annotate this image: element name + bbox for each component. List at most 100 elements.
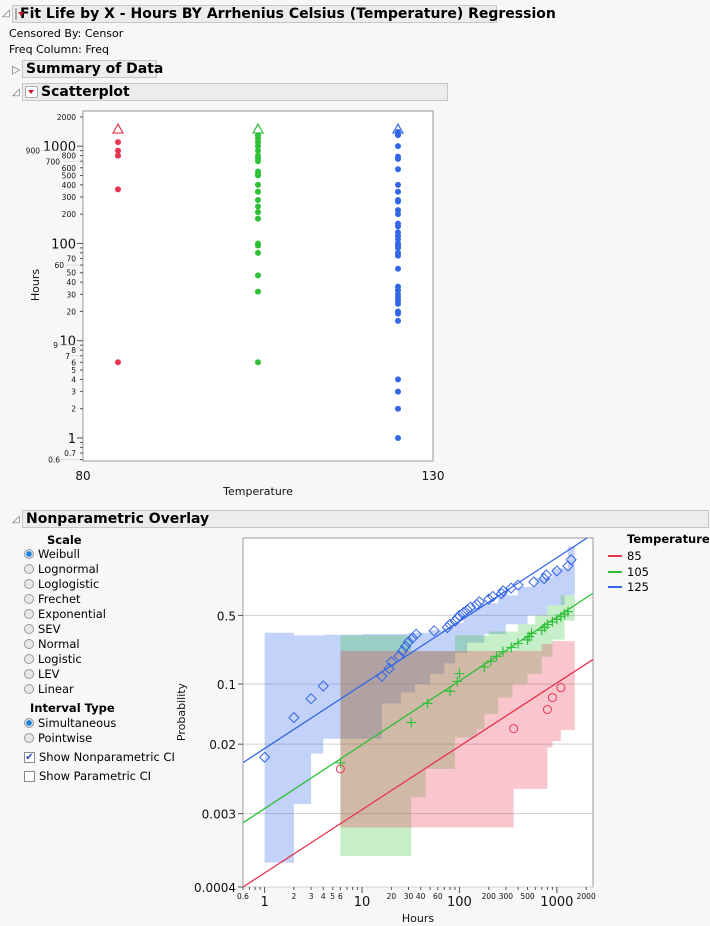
scatterplot-header[interactable]: Scatterplot <box>22 83 448 101</box>
radio-exponential[interactable]: Exponential <box>24 607 106 621</box>
radio-label: Pointwise <box>38 731 93 745</box>
radio-pointwise[interactable]: Pointwise <box>24 731 92 745</box>
radio-icon[interactable] <box>24 718 34 728</box>
report-title-bar[interactable]: Fit Life by X - Hours BY Arrhenius Celsi… <box>12 5 556 23</box>
radio-lognormal[interactable]: Lognormal <box>24 562 99 576</box>
checkbox-icon[interactable] <box>24 770 35 782</box>
disclosure-closed-icon[interactable]: ▷ <box>12 63 21 76</box>
disclosure-open-icon[interactable]: ◿ <box>2 8 10 19</box>
checkbox-icon[interactable]: ✔ <box>24 751 35 763</box>
x-tick-label: 200 <box>482 892 497 901</box>
radio-linear[interactable]: Linear <box>24 682 74 696</box>
disclosure-open-icon[interactable]: ◿ <box>12 87 20 98</box>
data-point <box>395 220 401 227</box>
data-point <box>506 642 517 653</box>
radio-icon[interactable] <box>24 579 34 589</box>
data-point <box>542 619 553 630</box>
data-point <box>115 152 121 159</box>
data-point <box>385 656 398 668</box>
radio-lev[interactable]: LEV <box>24 667 60 681</box>
data-point <box>497 585 509 597</box>
data-point <box>395 188 401 195</box>
radio-icon[interactable] <box>24 733 34 743</box>
show-nonparametric-ci-checkbox[interactable]: ✔ Show Nonparametric CI <box>24 750 175 764</box>
radio-icon[interactable] <box>24 624 34 634</box>
data-point <box>473 596 486 608</box>
legend-item-85[interactable]: 85 <box>608 549 642 563</box>
y-tick-label: 900 <box>26 147 41 156</box>
radio-icon[interactable] <box>24 684 34 694</box>
x-tick-label: 130 <box>422 469 445 483</box>
x-tick-label: 500 <box>520 892 535 901</box>
disclosure-open-icon[interactable]: ◿ <box>12 514 20 525</box>
legend-swatch <box>608 586 622 588</box>
data-point <box>255 188 261 195</box>
data-point <box>556 683 566 693</box>
data-point <box>428 625 440 637</box>
radio-icon[interactable] <box>24 564 34 574</box>
radio-icon[interactable] <box>24 549 34 559</box>
red-triangle-menu-icon[interactable] <box>25 86 38 98</box>
x-tick-label: 300 <box>499 892 514 901</box>
radio-sev[interactable]: SEV <box>24 622 60 636</box>
radio-loglogistic[interactable]: Loglogistic <box>24 577 99 591</box>
data-point <box>547 616 558 627</box>
legend-item-125[interactable]: 125 <box>608 580 649 594</box>
data-point <box>402 636 415 648</box>
y-tick-label: 400 <box>62 181 77 190</box>
data-point <box>395 143 401 150</box>
data-point <box>485 656 496 667</box>
legend-item-105[interactable]: 105 <box>608 565 649 579</box>
radio-normal[interactable]: Normal <box>24 637 80 651</box>
y-tick-label: 30 <box>66 290 76 299</box>
data-point <box>452 676 463 687</box>
radio-label: Linear <box>38 682 74 696</box>
x-tick-label: 3 <box>309 892 314 901</box>
radio-simultaneous[interactable]: Simultaneous <box>24 716 116 730</box>
data-point <box>395 196 401 203</box>
radio-icon[interactable] <box>24 669 34 679</box>
data-point <box>497 646 508 657</box>
radio-frechet[interactable]: Frechet <box>24 592 81 606</box>
radio-label: Loglogistic <box>38 577 100 591</box>
data-point <box>255 152 261 159</box>
radio-weibull[interactable]: Weibull <box>24 547 80 561</box>
y-tick-label: 50 <box>66 269 76 278</box>
radio-icon[interactable] <box>24 639 34 649</box>
summary-of-data-header[interactable]: Summary of Data <box>22 60 163 78</box>
y-tick-label: 60 <box>54 261 64 270</box>
y-tick-label: 0.003 <box>202 808 236 822</box>
y-tick-label: 0.7 <box>64 449 76 458</box>
data-point <box>115 359 121 366</box>
data-point <box>335 757 346 768</box>
y-tick-label: 40 <box>66 278 76 287</box>
radio-icon[interactable] <box>24 654 34 664</box>
data-point <box>255 240 261 247</box>
censored-by-text: Censored By: Censor <box>9 27 124 40</box>
red-triangle-menu-icon[interactable] <box>15 8 24 20</box>
show-parametric-ci-checkbox[interactable]: Show Parametric CI <box>24 769 151 783</box>
data-point <box>461 604 473 616</box>
censored-point <box>251 122 265 134</box>
y-tick-label: 7 <box>65 352 70 361</box>
x-tick-label: 2000 <box>577 892 596 901</box>
data-point <box>255 215 261 222</box>
data-point <box>509 724 519 734</box>
y-tick-label: 0.02 <box>209 738 236 752</box>
y-tick-label: 1000 <box>43 140 76 155</box>
data-point <box>396 645 409 657</box>
y-tick-label: 8 <box>71 346 76 355</box>
y-tick-label: 20 <box>66 307 76 316</box>
radio-icon[interactable] <box>24 609 34 619</box>
radio-label: SEV <box>38 622 61 636</box>
legend-title: Temperature <box>627 532 710 546</box>
radio-logistic[interactable]: Logistic <box>24 652 82 666</box>
data-point <box>454 668 465 679</box>
nonparametric-overlay-header[interactable]: Nonparametric Overlay <box>22 510 709 528</box>
radio-icon[interactable] <box>24 594 34 604</box>
data-point <box>115 139 121 146</box>
y-tick-label: 0.0004 <box>194 881 236 895</box>
checkbox-label: Show Parametric CI <box>39 769 152 783</box>
data-point <box>255 272 261 279</box>
data-point <box>441 621 453 634</box>
